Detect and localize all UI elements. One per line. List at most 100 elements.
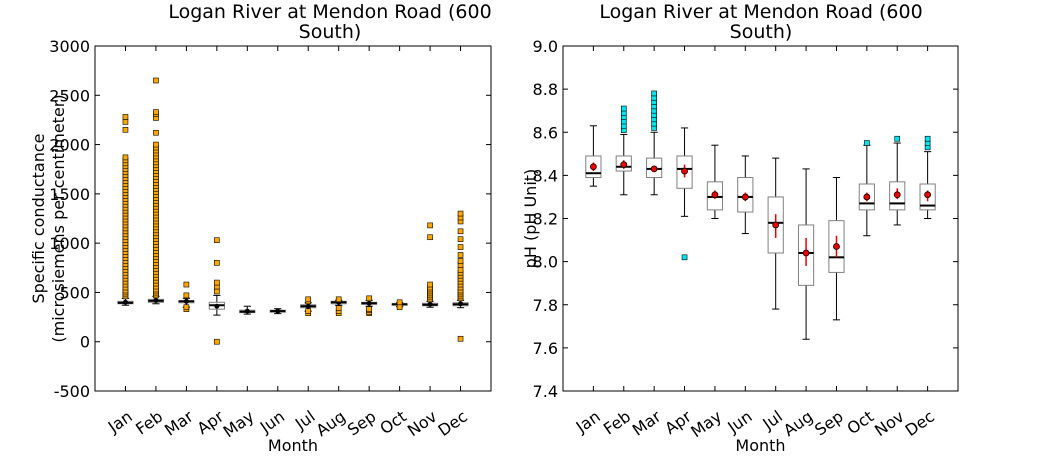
box-sep [828,177,845,321]
outlier-point [396,299,403,306]
box-jan [117,114,134,306]
mean-marker [153,297,159,303]
mean-marker [183,298,189,304]
outlier-point [335,305,342,312]
outlier-point [153,109,159,115]
mean-marker [589,163,597,171]
plot-frame [562,45,959,392]
outlier-point [153,77,159,84]
outlier-point [457,244,464,250]
y-tick-label: 8.4 [533,166,558,185]
outlier-point [366,306,372,312]
outlier-point [457,252,464,258]
y-tick-label: 1500 [49,185,90,204]
outlier-point [457,236,464,242]
outlier-point [366,295,372,302]
y-tick-label: 7.6 [533,339,558,358]
y-tick-label: 7.4 [533,382,558,401]
x-tick-label: Mar [161,406,197,439]
mean-marker [305,303,311,309]
outlier-point [305,296,312,303]
box-dec [919,135,936,219]
box-jan [585,125,602,187]
mean-marker [924,191,932,199]
box-apr [208,237,225,345]
x-tick-label: Feb [132,407,166,439]
outlier-point [183,281,190,288]
x-tick-label: Oct [376,407,410,438]
outlier-point [214,288,220,295]
mean-marker [458,301,464,307]
box-jun [269,308,286,315]
outlier-point [153,141,159,148]
outlier-point [335,296,342,303]
box-oct [391,299,408,311]
y-tick-label: 0 [80,333,90,352]
x-tick-label: Dec [435,407,471,440]
mean-marker [275,308,281,314]
chart-panel-2: 7.47.67.88.08.28.48.68.89.0JanFebMarAprM… [521,1,959,455]
mean-marker [427,301,433,307]
outlier-point [122,126,129,133]
outlier-point [122,154,129,161]
y-tick-label: 2500 [49,86,90,105]
outlier-point [396,304,403,311]
outlier-point [122,114,129,120]
outlier-point [427,234,433,241]
chart-title-line: South) [730,21,793,43]
mean-marker [681,167,688,175]
chart-title-line: Logan River at Mendon Road (600 [599,1,922,23]
x-tick-label: Sep [344,407,380,440]
box-nov [421,222,439,308]
mean-marker [741,193,749,201]
mean-marker [802,249,810,257]
chart-panel-1: -500 0 500 1000 1500 2000 2500 3000 JanFebMarApr… [29,1,492,455]
box-feb [147,77,165,305]
x-tick-label: Jul [758,407,786,434]
outlier-point [457,210,464,217]
x-tick-label: Jul [291,407,319,434]
outlier-point [457,258,464,264]
outlier-point [864,140,870,146]
outlier-point [183,292,190,299]
outlier-point [924,135,931,142]
outlier-point [457,266,464,273]
x-tick-label: Jan [104,407,136,437]
mean-marker [620,161,628,168]
x-tick-label: Sep [811,407,847,440]
x-tick-label: Mar [629,406,665,439]
box-feb [615,105,632,196]
box-jul [300,296,317,316]
box-may [239,305,256,315]
mean-marker [366,300,372,306]
outlier-point [214,279,220,286]
y-tick-label: 7.8 [533,296,558,315]
y-axis-label-line: pH (pH Unit) [521,169,540,269]
box-jun [737,155,754,235]
x-tick-label: Jun [723,407,755,437]
box-sep [361,295,378,316]
y-tick-label: -500 [54,382,90,401]
chart-title-line: Logan River at Mendon Road (600 [168,1,491,23]
box-aug [797,168,815,340]
x-tick-label: Jan [572,407,604,437]
box-may [706,144,724,219]
y-axis-label-line: Specific conductance [29,133,48,303]
y-tick-label: 9.0 [533,37,558,56]
box-jul [767,157,784,310]
box-aug [330,296,347,316]
y-tick-label: 8.8 [533,80,558,99]
x-tick-label: Dec [902,407,938,440]
outlier-point [214,260,220,266]
y-tick-label: 2000 [49,136,90,155]
box-nov [889,135,906,226]
box-mar [646,90,663,196]
mean-marker [650,165,658,173]
chart-title-line: South) [299,21,362,43]
mean-marker [214,303,220,309]
mean-marker [772,221,780,229]
x-axis-label: Month [268,436,318,455]
outlier-point [214,237,220,243]
mean-marker [244,308,250,314]
